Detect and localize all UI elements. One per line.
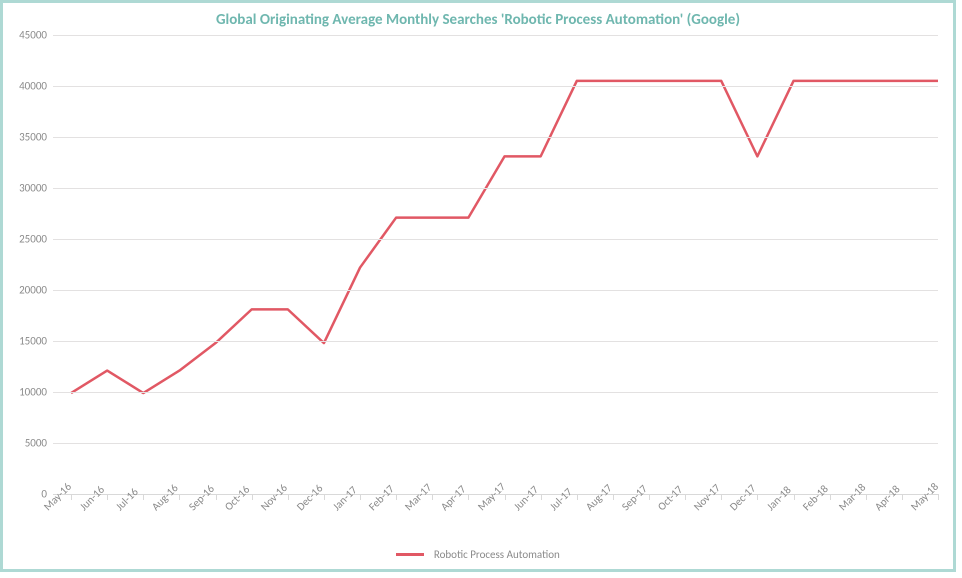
legend: Robotic Process Automation [3, 544, 953, 563]
x-axis-tick [830, 494, 831, 500]
gridline [53, 341, 938, 342]
x-axis-tick [107, 494, 108, 500]
x-axis-tick [143, 494, 144, 500]
chart-container: Global Originating Average Monthly Searc… [0, 0, 956, 572]
y-axis-label: 5000 [25, 437, 53, 450]
x-axis-tick [938, 494, 939, 500]
gridline [53, 443, 938, 444]
x-axis-tick [216, 494, 217, 500]
gridline [53, 137, 938, 138]
x-axis-tick [649, 494, 650, 500]
gridline [53, 290, 938, 291]
x-axis-tick [866, 494, 867, 500]
x-axis-tick [432, 494, 433, 500]
y-axis-label: 45000 [19, 29, 53, 42]
x-axis-tick [505, 494, 506, 500]
gridline [53, 392, 938, 393]
series-path [71, 81, 938, 393]
gridline [53, 188, 938, 189]
x-axis-tick [468, 494, 469, 500]
y-axis-label: 15000 [19, 335, 53, 348]
chart-title: Global Originating Average Monthly Searc… [3, 3, 953, 29]
y-axis-label: 25000 [19, 233, 53, 246]
y-axis-label: 30000 [19, 182, 53, 195]
line-series [53, 35, 938, 494]
x-axis-tick [757, 494, 758, 500]
x-axis-tick [179, 494, 180, 500]
x-axis-tick [902, 494, 903, 500]
x-axis-tick [360, 494, 361, 500]
y-axis-label: 35000 [19, 131, 53, 144]
legend-series-label: Robotic Process Automation [434, 548, 560, 561]
x-axis-tick [288, 494, 289, 500]
x-axis-tick [541, 494, 542, 500]
gridline [53, 239, 938, 240]
x-axis-tick [685, 494, 686, 500]
x-axis-tick [71, 494, 72, 500]
y-axis-label: 10000 [19, 386, 53, 399]
x-axis-tick [721, 494, 722, 500]
gridline [53, 35, 938, 36]
x-axis-tick [794, 494, 795, 500]
gridline [53, 86, 938, 87]
plot-area: 0500010000150002000025000300003500040000… [53, 35, 938, 494]
x-axis-tick [324, 494, 325, 500]
x-axis-tick [396, 494, 397, 500]
x-axis-tick [613, 494, 614, 500]
legend-swatch [396, 553, 424, 556]
y-axis-label: 20000 [19, 284, 53, 297]
x-axis-tick [252, 494, 253, 500]
y-axis-label: 40000 [19, 80, 53, 93]
x-axis-tick [577, 494, 578, 500]
